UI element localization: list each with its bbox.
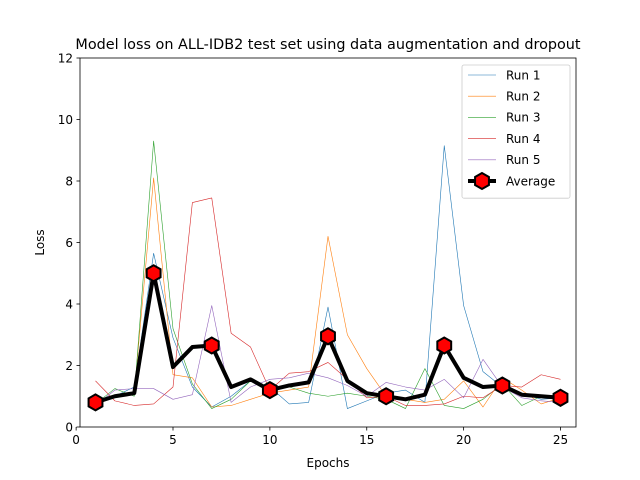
chart-title: Model loss on ALL-IDB2 test set using da… [75, 37, 581, 53]
x-tick-label: 15 [359, 433, 374, 447]
x-tick-label: 25 [553, 433, 568, 447]
series-line-run-4 [95, 197, 561, 406]
average-marker [320, 327, 336, 346]
average-marker [261, 380, 278, 400]
average-marker [436, 336, 453, 355]
legend: Run 1 Run 2 Run 3 Run 4 Run 5 Average [461, 64, 571, 199]
y-tick-label: 12 [58, 51, 73, 65]
series-line-run-1 [95, 145, 561, 409]
x-tick-label: 20 [456, 433, 471, 447]
series-line-run-5 [95, 305, 561, 406]
plot-frame [79, 57, 577, 428]
x-tick-label: 5 [169, 433, 177, 447]
series-line-run-3 [95, 140, 561, 409]
y-axis-ticks: 0 2 4 6 8 10 12 [58, 51, 80, 434]
legend-box [461, 64, 571, 199]
average-marker [87, 393, 104, 412]
x-axis-ticks: 0 5 10 15 20 25 [72, 427, 568, 447]
average-marker [145, 264, 162, 283]
y-tick-label: 0 [65, 420, 73, 434]
y-tick-label: 4 [65, 297, 73, 311]
y-tick-label: 10 [58, 113, 73, 127]
average-marker [494, 376, 511, 395]
x-axis-label: Epochs [307, 456, 350, 470]
legend-marker [474, 171, 490, 191]
y-tick-label: 2 [65, 359, 73, 373]
y-tick-label: 6 [65, 236, 73, 250]
legend-label: Run 3 [506, 111, 540, 125]
plot-area [87, 140, 569, 412]
average-marker [378, 387, 395, 406]
x-tick-label: 10 [262, 433, 277, 447]
legend-label: Average [506, 174, 555, 188]
legend-label: Run 2 [506, 90, 540, 104]
series-line-run-2 [95, 177, 561, 408]
x-tick-label: 0 [72, 433, 80, 447]
legend-label: Run 4 [506, 132, 540, 146]
legend-label: Run 1 [506, 68, 540, 82]
average-marker [552, 388, 569, 407]
legend-label: Run 5 [506, 153, 540, 167]
average-marker [203, 336, 220, 355]
y-axis-label: Loss [33, 229, 47, 255]
y-tick-label: 8 [65, 174, 73, 188]
